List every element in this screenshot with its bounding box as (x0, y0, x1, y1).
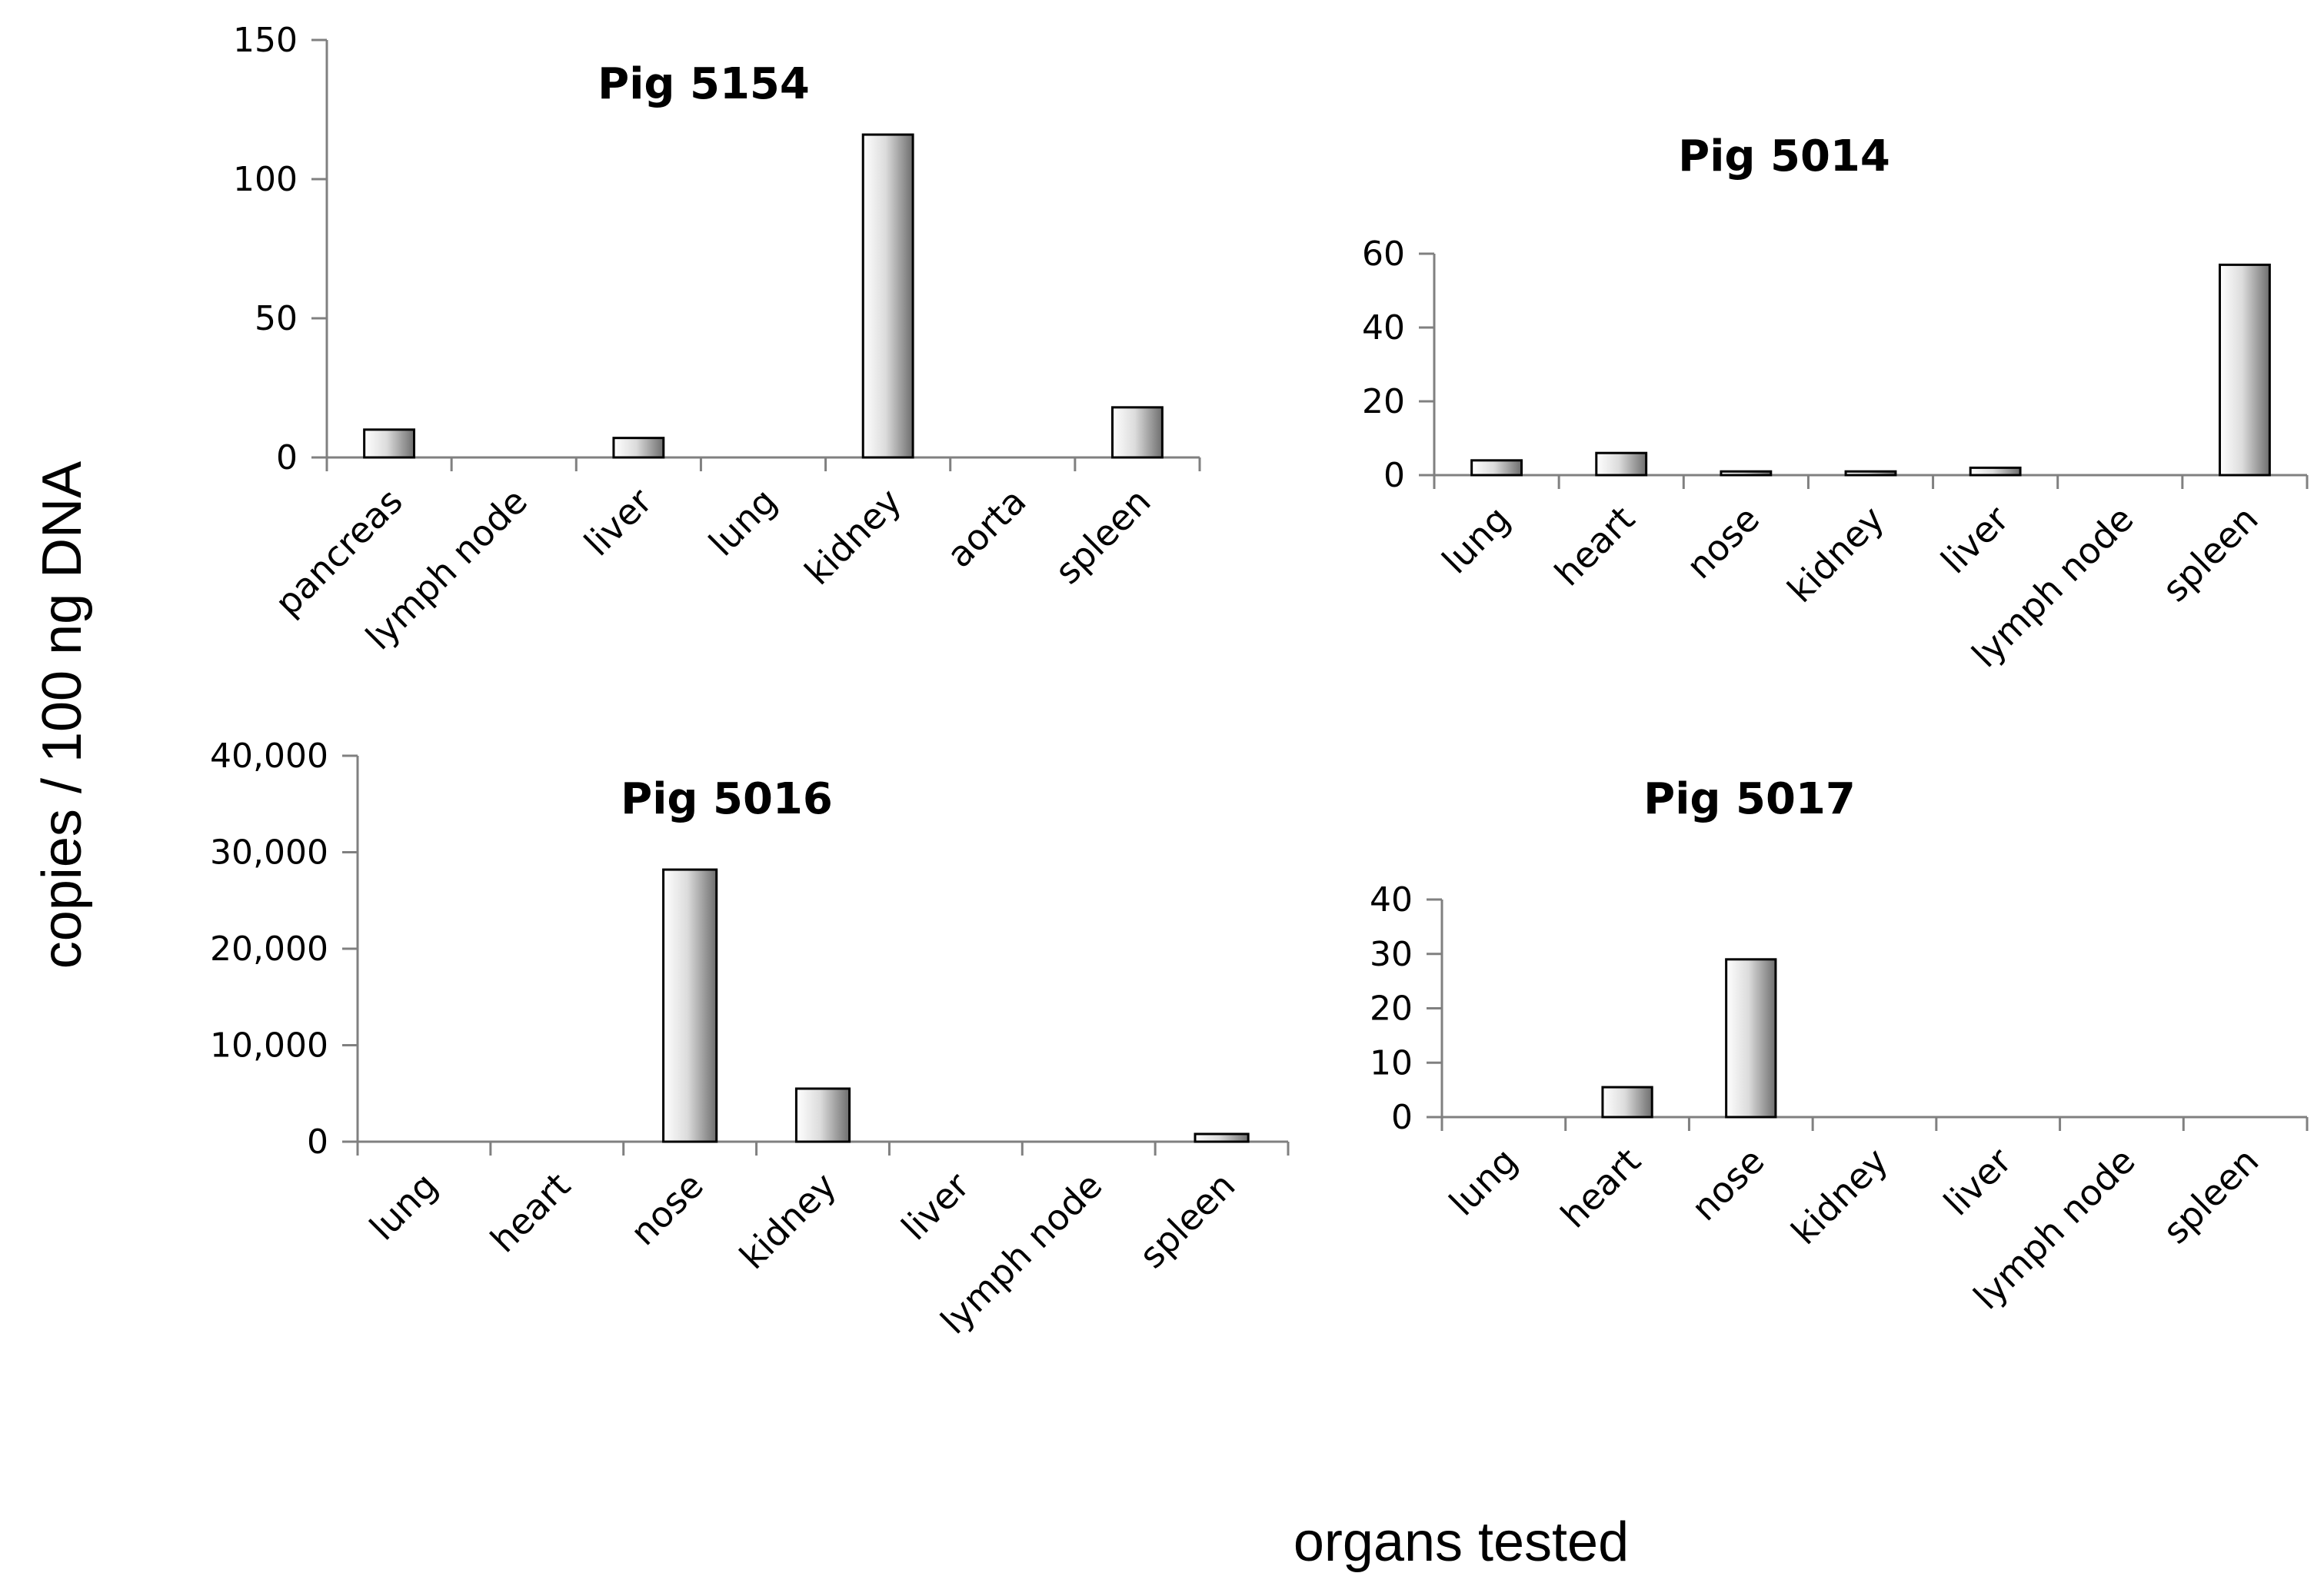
x-category-label: aorta (938, 481, 1034, 576)
bar-pancreas (363, 428, 415, 459)
x-category-label: lung (361, 1165, 445, 1249)
x-category-label: kidney (1783, 1140, 1896, 1253)
y-tick-label: 150 (233, 21, 298, 60)
x-category-label: spleen (1047, 481, 1158, 592)
chart-panel-3: Pig 5016 0 10,000 20,000 30,000 40,000 lung hea… (210, 737, 1290, 1342)
x-axis-label: organs tested (1294, 1511, 1629, 1573)
chart-title: Pig 5154 (598, 59, 810, 109)
y-axis-label: copies / 100 ng DNA (32, 461, 93, 969)
y-tick-label: 30,000 (210, 833, 328, 873)
y-tick-label: 0 (1383, 456, 1405, 495)
x-category-label: kidney (797, 481, 910, 594)
x-category-label: nose (1683, 1140, 1773, 1229)
chart-title: Pig 5016 (621, 774, 833, 824)
y-tick-label: 20 (1370, 989, 1413, 1029)
x-category-label: kidney (1780, 498, 1893, 611)
x-category-label: kidney (731, 1165, 844, 1278)
x-category-label: liver (894, 1165, 977, 1249)
x-category-label: spleen (2155, 1140, 2266, 1252)
x-category-label: heart (482, 1165, 578, 1261)
bar-liver (1969, 466, 2022, 477)
bar-lung (1470, 459, 1523, 477)
bar-heart (1595, 451, 1648, 477)
x-category-label: lung (1441, 1140, 1525, 1224)
bar-kidney (1844, 470, 1897, 477)
x-category-label: nose (1678, 498, 1767, 587)
bar-kidney (861, 133, 914, 459)
y-tick-label: 20,000 (210, 930, 328, 969)
x-category-label: nose (622, 1165, 711, 1254)
y-tick-label: 40 (1370, 880, 1413, 920)
x-category-label: liver (1936, 1140, 2019, 1224)
bar-nose (1720, 470, 1773, 477)
bar-nose (662, 868, 718, 1143)
chart-title: Pig 5014 (1678, 131, 1890, 181)
bar-nose (1725, 958, 1777, 1119)
chart-panel-4: Pig 5017 0 10 20 30 40 lung heart nose kidney live… (1370, 774, 2309, 1318)
x-category-label: liver (1933, 498, 2017, 582)
y-tick-label: 40,000 (210, 737, 328, 776)
bar-spleen (1111, 406, 1164, 459)
x-category-label: heart (1553, 1140, 1649, 1236)
y-tick-label: 10,000 (210, 1026, 328, 1066)
bar-spleen (1194, 1132, 1250, 1143)
x-category-label: lung (1434, 498, 1518, 582)
y-tick-label: 30 (1370, 935, 1413, 974)
y-tick-label: 40 (1362, 308, 1405, 348)
y-tick-label: 100 (233, 160, 298, 199)
x-category-label: heart (1547, 498, 1643, 594)
bar-heart (1601, 1086, 1653, 1119)
y-tick-label: 0 (1391, 1098, 1413, 1137)
y-tick-label: 50 (255, 299, 298, 338)
y-tick-label: 10 (1370, 1043, 1413, 1082)
x-category-label: lung (701, 481, 784, 564)
y-tick-label: 20 (1362, 382, 1405, 421)
bar-liver (612, 437, 665, 459)
x-category-label: liver (576, 481, 660, 564)
x-category-label: spleen (1131, 1165, 1243, 1276)
bar-spleen (2219, 263, 2271, 477)
bar-kidney (794, 1087, 851, 1143)
y-tick-label: 60 (1362, 234, 1405, 274)
y-tick-label: 0 (307, 1122, 328, 1162)
y-tick-label: 0 (276, 438, 298, 477)
chart-title: Pig 5017 (1643, 774, 1856, 824)
x-category-label: spleen (2154, 498, 2266, 610)
